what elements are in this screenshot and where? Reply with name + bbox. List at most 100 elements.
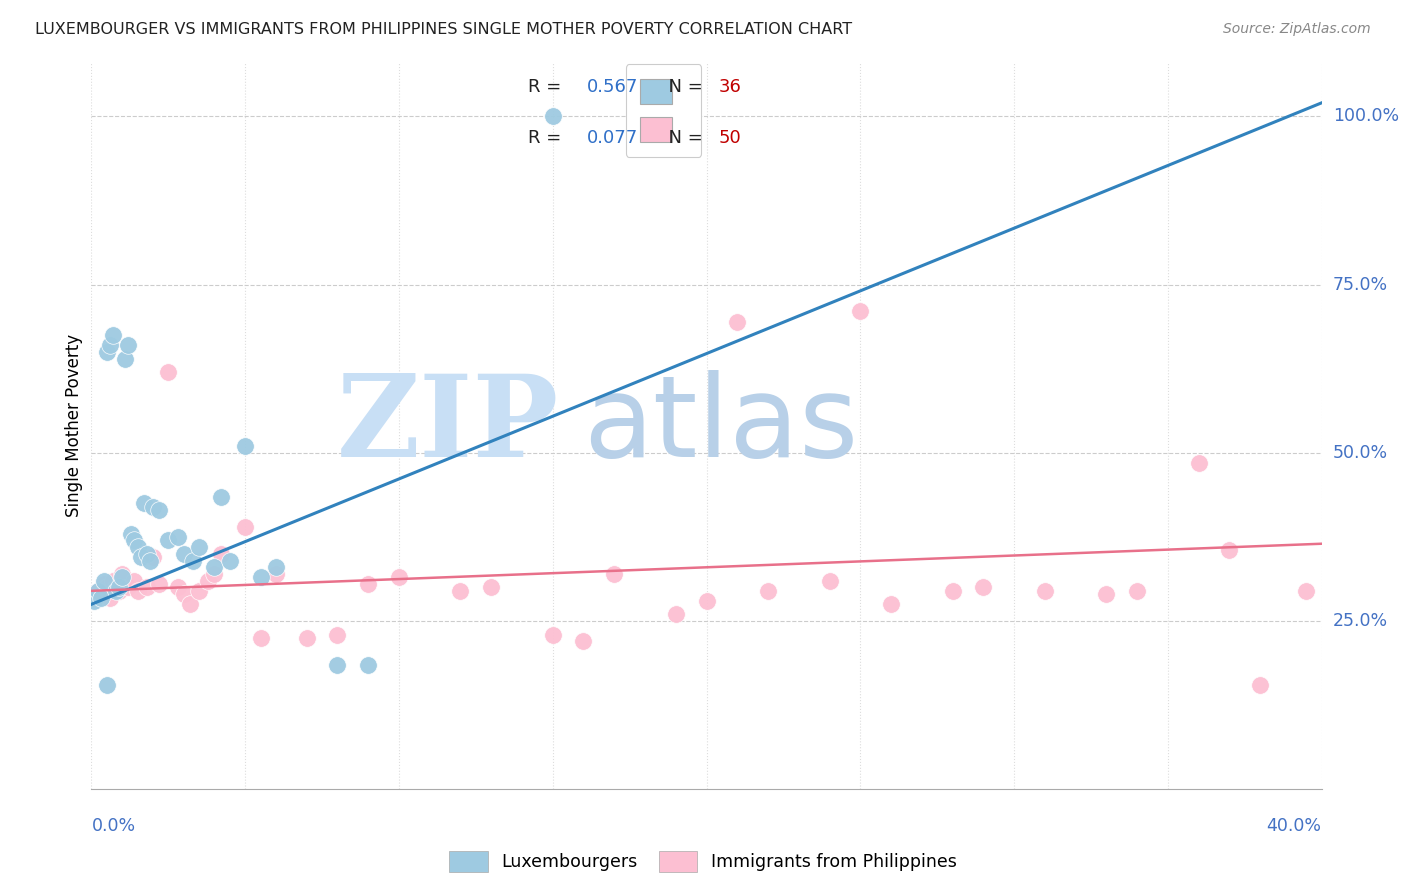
Point xyxy=(127,540,149,554)
Point xyxy=(725,315,748,329)
Point xyxy=(188,583,211,598)
Point xyxy=(1033,583,1056,598)
Point xyxy=(264,560,287,574)
Point xyxy=(124,574,146,588)
Point xyxy=(117,338,139,352)
Point xyxy=(188,540,211,554)
Point xyxy=(233,520,256,534)
Point xyxy=(114,351,136,366)
Point xyxy=(90,591,112,605)
Point xyxy=(148,577,170,591)
Text: N =: N = xyxy=(657,129,709,147)
Point xyxy=(1249,678,1271,692)
Point xyxy=(98,591,121,605)
Text: 25.0%: 25.0% xyxy=(1333,612,1388,630)
Point xyxy=(157,365,180,379)
Point xyxy=(756,583,779,598)
Point xyxy=(479,581,502,595)
Point xyxy=(117,581,139,595)
Point xyxy=(249,631,271,645)
Point xyxy=(105,583,127,598)
Point xyxy=(157,533,180,548)
Text: 75.0%: 75.0% xyxy=(1333,276,1388,293)
Point xyxy=(942,583,965,598)
Point xyxy=(93,574,115,588)
Point xyxy=(101,328,124,343)
Point xyxy=(181,553,204,567)
Point xyxy=(124,533,146,548)
Point xyxy=(449,583,471,598)
Point xyxy=(96,678,118,692)
Point xyxy=(83,594,105,608)
Point xyxy=(665,607,688,622)
Text: 50: 50 xyxy=(718,129,741,147)
Point xyxy=(179,597,201,611)
Point xyxy=(105,581,127,595)
Point xyxy=(111,570,134,584)
Point xyxy=(132,496,155,510)
Point xyxy=(209,547,232,561)
Point xyxy=(295,631,318,645)
Legend: Luxembourgers, Immigrants from Philippines: Luxembourgers, Immigrants from Philippin… xyxy=(443,844,963,879)
Point xyxy=(86,583,108,598)
Point xyxy=(209,490,232,504)
Point xyxy=(135,581,157,595)
Point xyxy=(357,577,380,591)
Point xyxy=(326,627,349,641)
Point xyxy=(1218,543,1240,558)
Point xyxy=(818,574,841,588)
Legend: , : , xyxy=(626,64,702,157)
Point xyxy=(264,567,287,582)
Text: N =: N = xyxy=(657,78,709,96)
Text: 40.0%: 40.0% xyxy=(1267,817,1322,835)
Text: 0.567: 0.567 xyxy=(588,78,638,96)
Point xyxy=(96,581,118,595)
Point xyxy=(249,570,271,584)
Y-axis label: Single Mother Poverty: Single Mother Poverty xyxy=(65,334,83,517)
Point xyxy=(139,553,162,567)
Point xyxy=(849,304,872,318)
Point xyxy=(120,526,142,541)
Point xyxy=(148,503,170,517)
Text: 36: 36 xyxy=(718,78,742,96)
Point xyxy=(357,657,380,672)
Text: 0.0%: 0.0% xyxy=(91,817,135,835)
Point xyxy=(603,567,626,582)
Point xyxy=(142,500,165,514)
Point xyxy=(972,581,994,595)
Point xyxy=(173,587,195,601)
Point xyxy=(696,594,718,608)
Point xyxy=(93,577,115,591)
Point xyxy=(880,597,903,611)
Point xyxy=(202,560,225,574)
Text: atlas: atlas xyxy=(583,370,859,482)
Point xyxy=(233,439,256,453)
Point xyxy=(202,567,225,582)
Text: 0.077: 0.077 xyxy=(588,129,638,147)
Text: 50.0%: 50.0% xyxy=(1333,444,1388,462)
Point xyxy=(129,550,152,565)
Text: R =: R = xyxy=(529,129,567,147)
Point xyxy=(1095,587,1118,601)
Point xyxy=(166,530,188,544)
Point xyxy=(108,583,131,598)
Point xyxy=(197,574,219,588)
Text: ZIP: ZIP xyxy=(336,370,558,482)
Text: R =: R = xyxy=(529,78,567,96)
Point xyxy=(101,574,124,588)
Point xyxy=(111,567,134,582)
Point xyxy=(326,657,349,672)
Text: LUXEMBOURGER VS IMMIGRANTS FROM PHILIPPINES SINGLE MOTHER POVERTY CORRELATION CH: LUXEMBOURGER VS IMMIGRANTS FROM PHILIPPI… xyxy=(35,22,852,37)
Text: Source: ZipAtlas.com: Source: ZipAtlas.com xyxy=(1223,22,1371,37)
Point xyxy=(86,583,108,598)
Point xyxy=(166,581,188,595)
Point xyxy=(541,627,564,641)
Point xyxy=(135,547,157,561)
Point xyxy=(1126,583,1149,598)
Point xyxy=(388,570,411,584)
Point xyxy=(96,344,118,359)
Text: 100.0%: 100.0% xyxy=(1333,107,1399,125)
Point xyxy=(127,583,149,598)
Point xyxy=(142,550,165,565)
Point xyxy=(108,581,131,595)
